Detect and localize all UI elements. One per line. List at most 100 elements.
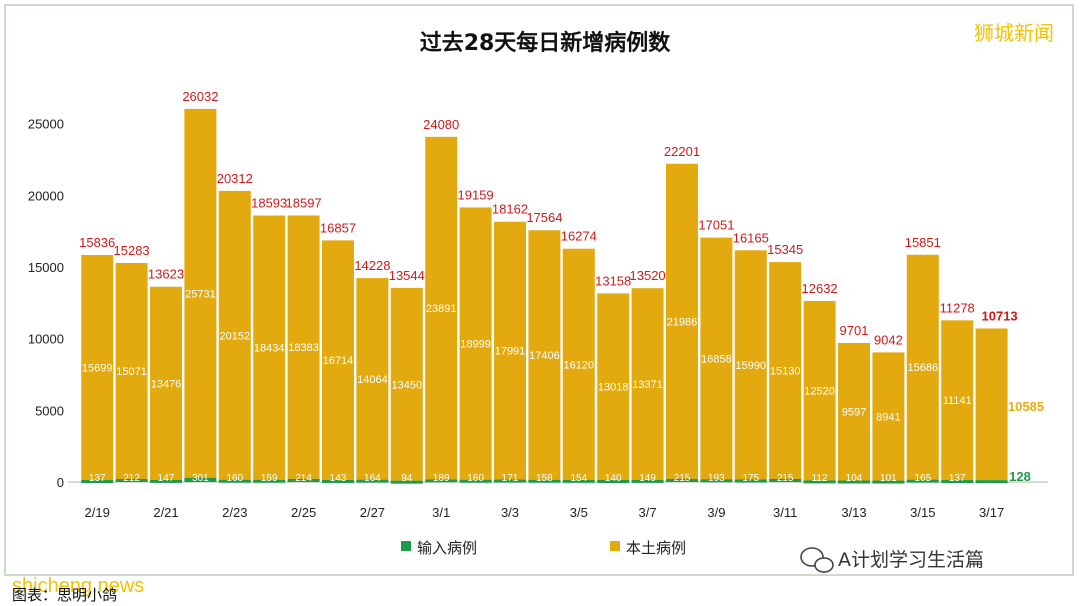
local-label: 17406 (529, 350, 560, 362)
y-tick-label: 10000 (28, 332, 64, 347)
total-label: 15851 (905, 235, 941, 250)
bar-local (81, 255, 114, 481)
x-tick-label: 2/25 (291, 505, 316, 520)
imported-label: 164 (364, 473, 381, 484)
x-tick-label: 3/3 (501, 505, 519, 520)
imported-label: 140 (605, 473, 622, 484)
y-tick-label: 25000 (28, 117, 64, 132)
bar-local (356, 278, 389, 480)
bar-local (287, 215, 320, 479)
total-label: 15283 (114, 243, 150, 258)
y-tick-label: 20000 (28, 188, 64, 203)
x-tick-label: 2/19 (85, 505, 110, 520)
bar-imported (253, 479, 286, 483)
bar-local (838, 342, 870, 481)
imported-label: 160 (226, 473, 243, 484)
imported-label: 137 (89, 473, 106, 484)
local-label: 13476 (151, 378, 182, 390)
local-label: 18434 (254, 343, 285, 355)
total-label: 17051 (698, 218, 734, 233)
bar-local (700, 237, 733, 480)
bar-imported (218, 479, 251, 483)
imported-label: 137 (949, 473, 966, 484)
bar-imported (425, 479, 458, 483)
total-label: 18597 (286, 195, 322, 210)
bar-imported (941, 480, 974, 484)
local-label: 13018 (598, 382, 629, 394)
total-label: 12632 (802, 281, 838, 296)
bar-local (666, 163, 698, 479)
bar-imported (562, 479, 595, 483)
imported-label: 301 (192, 473, 209, 484)
local-label: 21986 (667, 316, 698, 328)
latest-imported-callout: 128 (1009, 469, 1031, 484)
local-label: 15071 (116, 366, 147, 378)
bar-local (906, 254, 939, 480)
x-tick-label: 3/17 (979, 505, 1004, 520)
legend-swatch-imported (401, 541, 411, 551)
x-tick-label: 3/15 (910, 505, 935, 520)
bar-imported (322, 479, 354, 483)
bar-local (941, 320, 974, 481)
local-label: 9597 (842, 407, 866, 419)
bar-imported (287, 478, 320, 482)
total-label: 16857 (320, 220, 356, 235)
total-label: 18593 (251, 196, 287, 211)
bar-imported (356, 479, 389, 483)
bars (81, 108, 1008, 484)
bar-local (528, 230, 561, 480)
bar-imported (734, 479, 767, 483)
bar-imported (666, 478, 698, 482)
legend-swatch-local (610, 541, 620, 551)
bar-local (150, 286, 182, 480)
imported-label: 149 (639, 473, 656, 484)
imported-label: 189 (433, 473, 450, 484)
total-label: 13544 (389, 268, 425, 283)
bar-imported (390, 480, 423, 484)
bar-imported (494, 479, 526, 483)
imported-label: 147 (158, 473, 175, 484)
total-label: 18162 (492, 202, 528, 217)
bar-local (390, 287, 423, 481)
total-label: 20312 (217, 171, 253, 186)
x-tick-label: 3/1 (432, 505, 450, 520)
imported-label: 160 (467, 473, 484, 484)
imported-label: 112 (812, 473, 828, 484)
legend-label-local: 本土病例 (626, 539, 686, 557)
x-tick-label: 2/23 (222, 505, 247, 520)
bar-local (769, 262, 802, 479)
local-label: 16120 (564, 359, 595, 371)
y-tick-label: 0 (57, 475, 64, 490)
local-label: 11141 (943, 395, 972, 407)
bar-local (872, 352, 905, 481)
bar-local (734, 250, 767, 480)
total-label: 19159 (458, 187, 494, 202)
bar-local (975, 328, 1008, 481)
total-label: 13520 (630, 268, 666, 283)
bar-imported (528, 479, 561, 483)
bar-local (494, 221, 526, 480)
imported-label: 94 (401, 473, 413, 484)
x-tick-label: 3/7 (639, 505, 657, 520)
x-tick-label: 2/27 (360, 505, 385, 520)
bar-imported (459, 479, 492, 483)
local-label: 25731 (185, 288, 216, 300)
total-label: 16274 (561, 229, 597, 244)
imported-label: 212 (123, 473, 140, 484)
brand-logo-text: 狮城新闻 (974, 21, 1054, 45)
bar-local (597, 293, 630, 480)
total-label: 9042 (874, 332, 903, 347)
bar-local (425, 136, 458, 480)
bar-imported (803, 480, 836, 484)
local-label: 17991 (495, 346, 526, 358)
bar-imported (872, 480, 905, 484)
total-label: 26032 (182, 89, 218, 104)
bar-imported (150, 479, 182, 483)
local-label: 16858 (701, 353, 732, 365)
imported-label: 175 (742, 473, 759, 484)
imported-label: 165 (914, 473, 931, 484)
bar-local (253, 215, 286, 480)
wechat-watermark: A计划学习生活篇 (800, 547, 984, 573)
total-label: 13623 (148, 267, 184, 282)
